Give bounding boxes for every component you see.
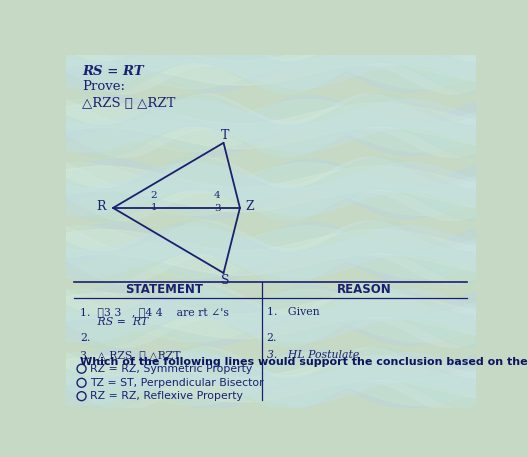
Text: Which of the following lines would support the conclusion based on the given inf: Which of the following lines would suppo… <box>80 356 528 367</box>
Text: 1.   Given: 1. Given <box>267 307 319 317</box>
Text: RZ = RZ, Symmetric Property: RZ = RZ, Symmetric Property <box>90 364 252 374</box>
Text: R: R <box>96 200 106 213</box>
Text: S: S <box>221 274 229 287</box>
Text: STATEMENT: STATEMENT <box>125 283 203 296</box>
Text: 2: 2 <box>150 191 157 200</box>
Text: TZ = ST, Perpendicular Bisector: TZ = ST, Perpendicular Bisector <box>90 378 263 388</box>
Text: RS =  RT: RS = RT <box>80 317 148 327</box>
Text: 3: 3 <box>214 204 221 213</box>
Text: T: T <box>221 128 229 142</box>
Text: Prove:: Prove: <box>82 80 125 93</box>
Text: Z: Z <box>245 200 253 213</box>
Text: 2.: 2. <box>80 333 91 343</box>
Text: 3.  △ RZS  ≅ △RZT: 3. △ RZS ≅ △RZT <box>80 350 181 360</box>
Text: 4: 4 <box>214 191 221 200</box>
Text: △RZS ≅ △RZT: △RZS ≅ △RZT <box>82 97 176 110</box>
Text: REASON: REASON <box>337 283 392 296</box>
Text: RZ = RZ, Reflexive Property: RZ = RZ, Reflexive Property <box>90 391 242 401</box>
Text: RS = RT: RS = RT <box>82 65 144 78</box>
Text: 2.: 2. <box>267 333 277 343</box>
Text: 1.  ⌢3 3   , ⌢4 4    are rt ∠'s: 1. ⌢3 3 , ⌢4 4 are rt ∠'s <box>80 307 229 317</box>
Text: 1: 1 <box>150 203 157 213</box>
Text: 3.   HL Postulate: 3. HL Postulate <box>267 350 359 360</box>
